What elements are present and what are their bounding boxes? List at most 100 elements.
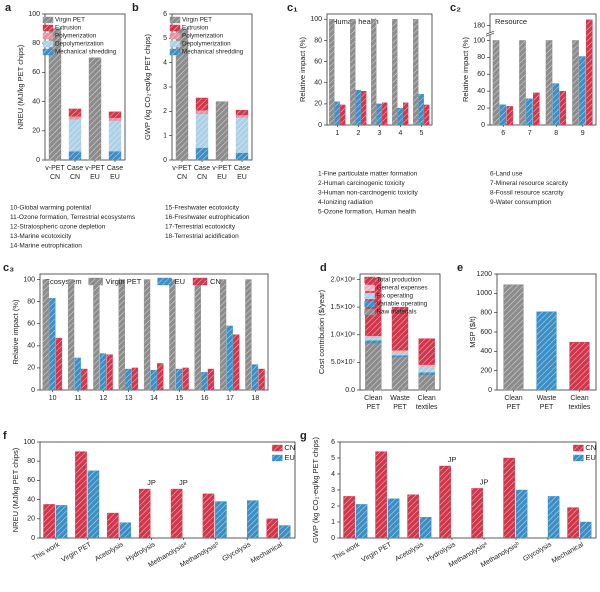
y-tick-label: 0 <box>163 157 167 164</box>
bar <box>365 340 382 344</box>
y-tick-label: 200 <box>480 368 492 375</box>
legend-swatch <box>42 16 54 24</box>
bar <box>547 496 560 539</box>
x-tick-label: Acetolysis <box>94 541 125 563</box>
panel-label: f <box>3 430 7 442</box>
x-tick-label: Glycolysis <box>221 541 252 563</box>
x-tick-label: Mechanical <box>551 541 586 565</box>
x-tick-label: CN <box>50 174 60 181</box>
legend-label: Raw materials <box>377 309 417 316</box>
note: 16-Freshwater eutrophication <box>165 214 250 221</box>
bar <box>329 19 335 126</box>
x-tick-label: Acetolysis <box>394 541 425 563</box>
bar <box>519 40 526 126</box>
annotation: JP <box>179 478 188 487</box>
bar <box>43 504 55 539</box>
bar <box>371 19 377 126</box>
bar <box>391 355 409 358</box>
bar <box>215 501 227 539</box>
y-tick-label: 0 <box>481 122 485 129</box>
bar <box>131 367 139 391</box>
y-tick-label: 60 <box>477 71 485 78</box>
y-tick-label: 80 <box>27 298 35 305</box>
y-axis-label: Relative impact (%) <box>11 299 20 365</box>
bar <box>170 488 183 539</box>
x-tick-label: 17 <box>226 395 234 402</box>
bar <box>235 152 249 161</box>
y-tick-label: 0 <box>36 157 40 164</box>
note: 15-Freshwater ecotoxicity <box>165 205 240 212</box>
bar <box>343 496 355 539</box>
y-tick-label: 100 <box>23 439 35 446</box>
bar <box>579 56 586 126</box>
x-tick-label: Case <box>194 165 210 172</box>
legend-swatch <box>364 300 375 308</box>
bar <box>365 335 382 338</box>
bar <box>334 101 340 126</box>
legend-swatch <box>169 16 181 24</box>
legend-swatch <box>88 277 103 286</box>
bar <box>219 279 227 391</box>
bar <box>418 94 424 126</box>
annotation: JP <box>480 477 489 486</box>
bar <box>492 40 500 126</box>
bar <box>138 488 151 539</box>
bar <box>585 19 593 126</box>
bar <box>55 337 63 391</box>
bar <box>195 147 209 161</box>
legend-label: Total production <box>377 277 422 284</box>
bar <box>107 512 119 539</box>
y-axis-label: NREU (MJ/kg PET chips) <box>16 44 25 129</box>
y-tick-label: 0.0 <box>345 387 355 394</box>
bar <box>418 374 435 391</box>
y-tick-label: 0 <box>31 535 35 542</box>
x-tick-label: 10 <box>49 395 57 402</box>
legend-swatch <box>364 284 375 292</box>
bar <box>361 90 367 126</box>
y-tick-label: 80 <box>32 40 40 47</box>
y-tick-label: 5.0×10⁷ <box>331 359 356 366</box>
legend-swatch <box>169 24 181 32</box>
note: 8-Fossil resource scarcity <box>490 190 564 197</box>
bar <box>108 151 122 161</box>
y-tick-label: 0 <box>488 387 492 394</box>
bar <box>365 337 382 341</box>
x-tick-label: This work <box>31 541 61 562</box>
x-tick-label: 4 <box>399 130 403 137</box>
y-axis-label: Relative impact (%) <box>461 36 470 102</box>
bar <box>195 113 209 149</box>
x-tick-label: v-PET <box>172 165 192 172</box>
annotation: JP <box>147 478 156 487</box>
x-tick-label: textiles <box>569 404 591 411</box>
x-tick-label: EU <box>90 174 100 181</box>
legend-swatch <box>169 32 181 40</box>
x-tick-label: Waste <box>390 395 410 402</box>
bar <box>125 368 132 391</box>
bar <box>74 357 81 391</box>
y-tick-label: 1 <box>331 519 335 526</box>
y-tick-label: 4 <box>163 60 167 67</box>
plot-frame <box>489 13 597 126</box>
bar <box>392 19 398 126</box>
x-tick-label: Case <box>107 165 123 172</box>
x-tick-label: 2 <box>357 130 361 137</box>
plot-frame <box>39 441 296 539</box>
panel-label: a <box>5 2 12 14</box>
bar <box>251 364 259 391</box>
y-tick-label: 40 <box>477 88 485 95</box>
bar <box>233 334 240 391</box>
bar <box>55 505 68 539</box>
bar <box>397 107 403 126</box>
y-tick-label: 80 <box>477 54 485 61</box>
legend-swatch <box>169 48 181 56</box>
plot-frame <box>44 13 126 161</box>
bar <box>235 109 249 116</box>
bar <box>515 489 528 539</box>
y-axis-label: NREU (MJ/kg PET chips) <box>11 447 20 532</box>
x-tick-label: CN <box>70 174 80 181</box>
legend-swatch <box>573 444 584 452</box>
bar <box>391 306 409 351</box>
legend-label: CN <box>585 443 596 452</box>
y-tick-label: 20 <box>32 128 40 135</box>
bar <box>572 40 579 126</box>
